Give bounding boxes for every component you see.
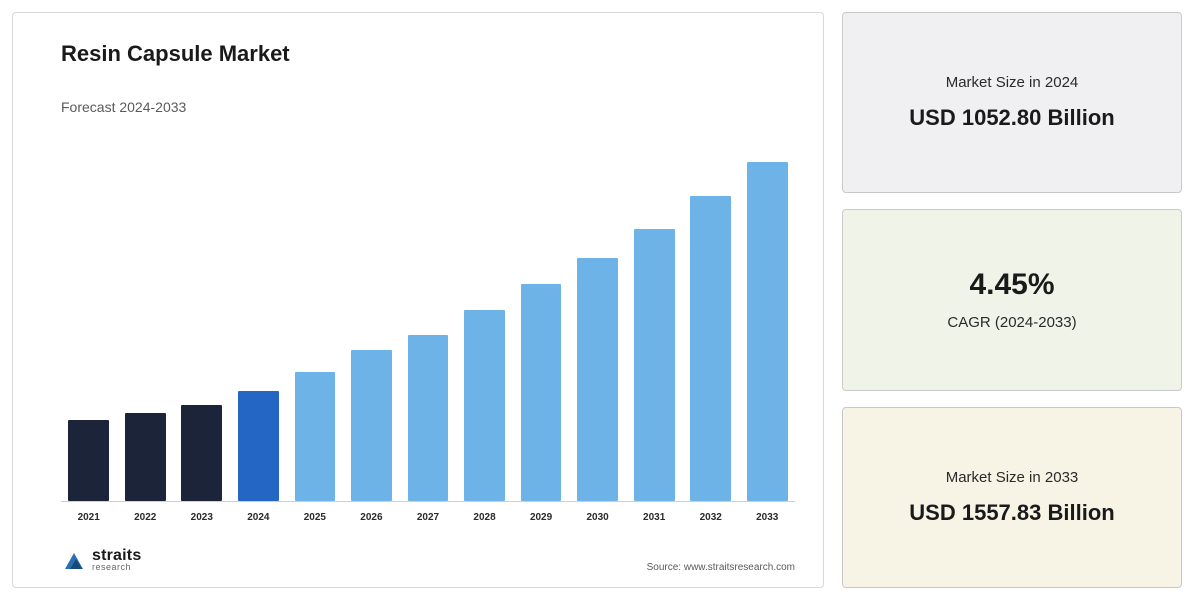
bar-2033 [747,162,788,501]
bar-2029 [521,284,562,501]
x-label: 2031 [634,512,675,523]
chart-title: Resin Capsule Market [61,41,795,67]
x-label: 2029 [521,512,562,523]
brand-subtext: research [92,563,141,571]
card-value: 4.45% [969,268,1054,302]
x-label: 2030 [577,512,618,523]
bar-2027 [408,335,449,501]
x-label: 2027 [408,512,449,523]
bar-2026 [351,350,392,501]
x-label: 2026 [351,512,392,523]
source-citation: Source: www.straitsresearch.com [647,562,795,573]
x-label: 2025 [295,512,336,523]
brand-name: straits [92,549,141,563]
bar-2032 [690,196,731,501]
card-label: Market Size in 2033 [946,469,1079,486]
chart-subtitle: Forecast 2024-2033 [61,99,795,115]
x-axis-labels: 2021 2022 2023 2024 2025 2026 2027 2028 2029 2030… [61,512,795,523]
card-label: CAGR (2024-2033) [947,314,1076,331]
bar-2025 [295,372,336,501]
bar-2030 [577,258,618,501]
x-label: 2028 [464,512,505,523]
bar-2023 [181,405,222,501]
bar-2031 [634,229,675,501]
brand-mark-icon [61,547,87,573]
card-value: USD 1557.83 Billion [909,500,1114,526]
x-label: 2033 [747,512,788,523]
x-label: 2032 [690,512,731,523]
card-market-size-2024: Market Size in 2024 USD 1052.80 Billion [842,12,1182,193]
card-cagr: 4.45% CAGR (2024-2033) [842,209,1182,390]
bar-2021 [68,420,109,501]
card-label: Market Size in 2024 [946,74,1079,91]
bar-2024 [238,391,279,501]
bar-chart [61,133,795,502]
x-label: 2023 [181,512,222,523]
x-label: 2024 [238,512,279,523]
card-value: USD 1052.80 Billion [909,105,1114,131]
chart-panel: Resin Capsule Market Forecast 2024-2033 … [12,12,824,588]
bar-2028 [464,310,505,501]
card-market-size-2033: Market Size in 2033 USD 1557.83 Billion [842,407,1182,588]
x-label: 2021 [68,512,109,523]
bar-2022 [125,413,166,501]
stats-side-panel: Market Size in 2024 USD 1052.80 Billion … [842,12,1182,588]
x-label: 2022 [125,512,166,523]
chart-footer: straits research Source: www.straitsrese… [61,547,795,573]
brand-logo: straits research [61,547,141,573]
